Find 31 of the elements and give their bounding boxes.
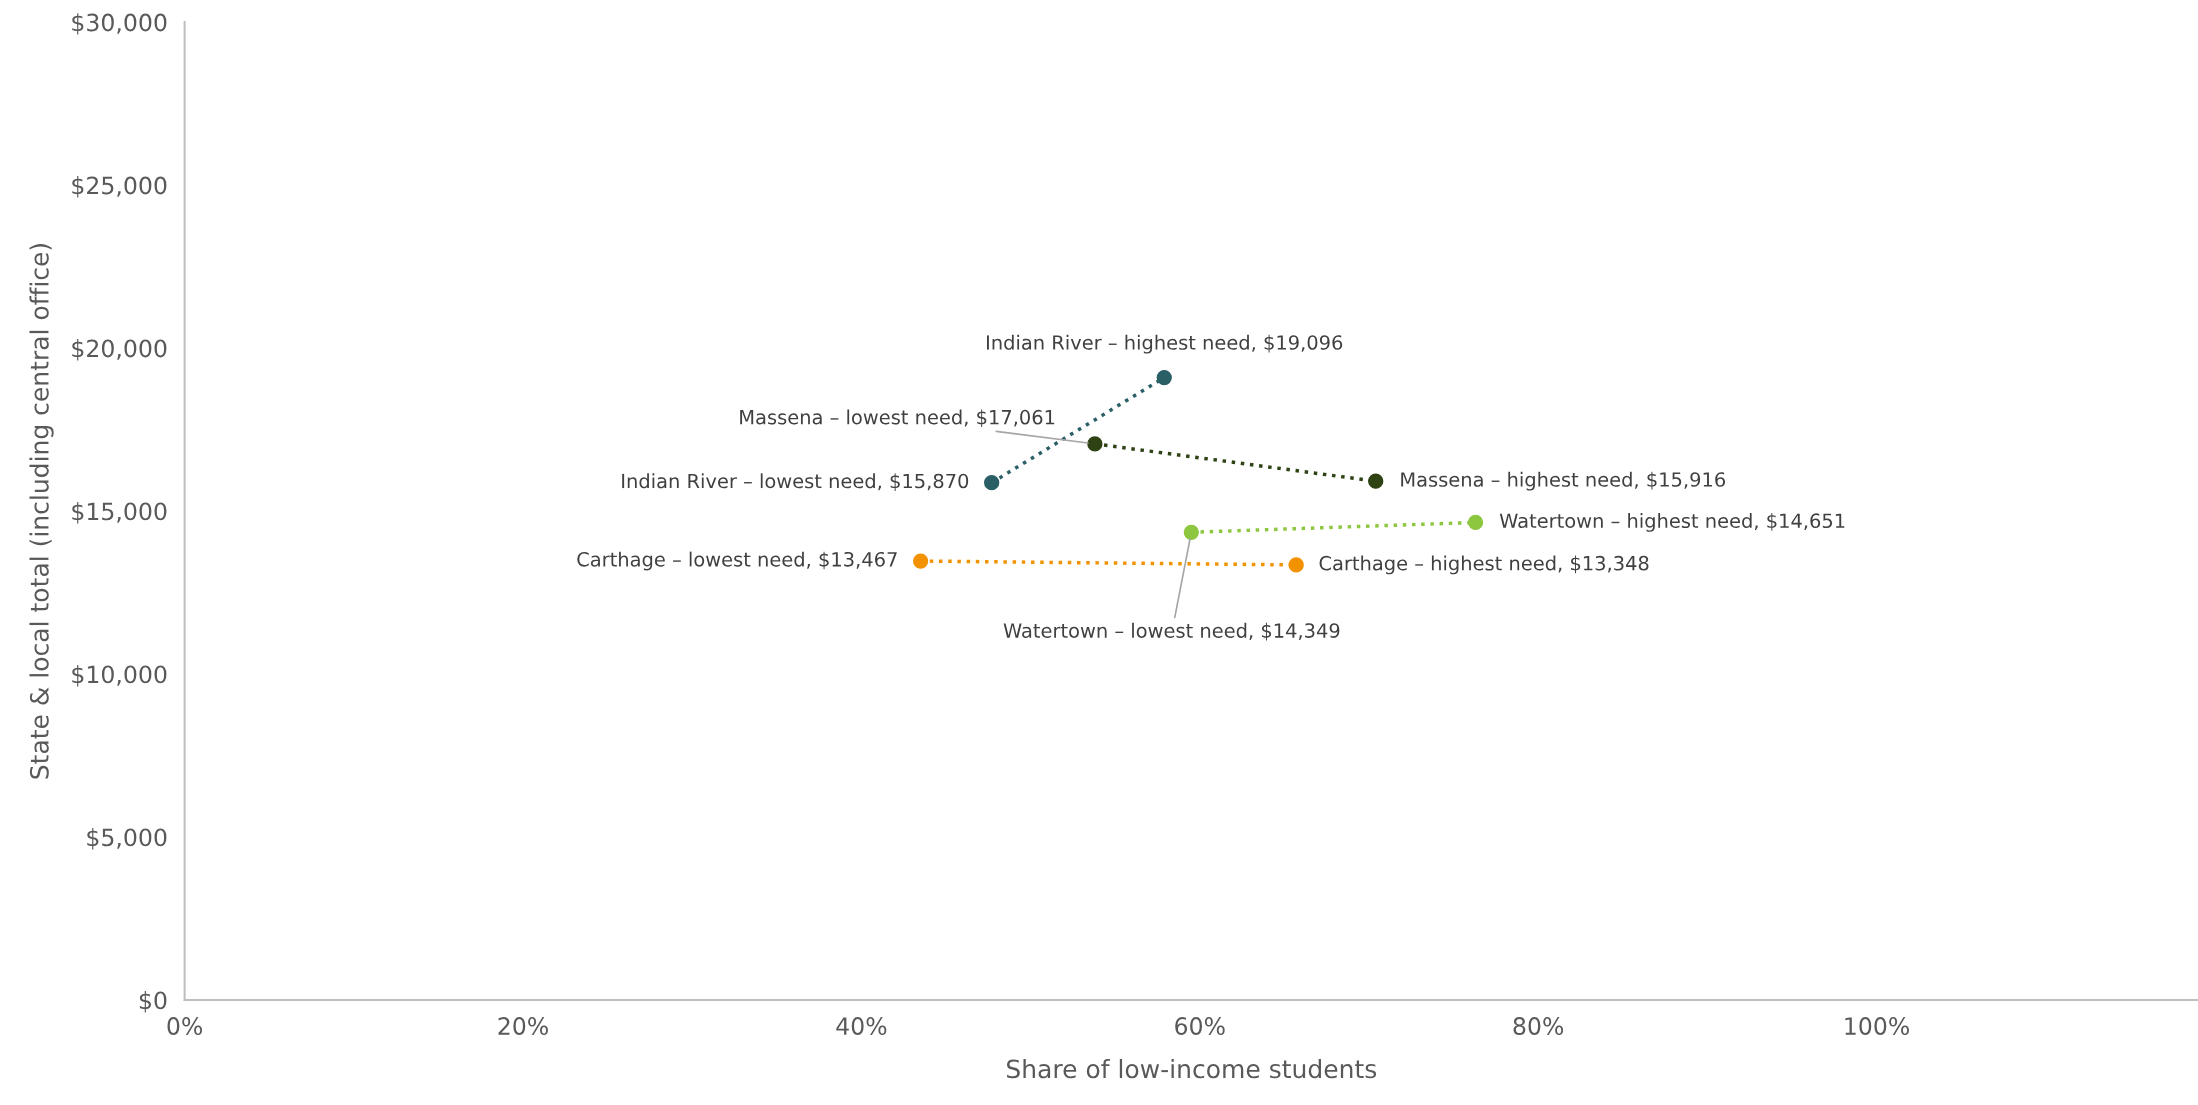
annotation: Carthage – lowest need, $13,467 bbox=[577, 551, 897, 571]
y-tick-label: $5,000 bbox=[87, 828, 167, 850]
annotation: Watertown – highest need, $14,651 bbox=[1499, 513, 1845, 532]
x-tick-label: 80% bbox=[1513, 1017, 1564, 1035]
point bbox=[1087, 436, 1103, 452]
annotation: Indian River – lowest need, $15,870 bbox=[622, 473, 969, 491]
point bbox=[984, 475, 1000, 491]
y-tick-label: $25,000 bbox=[72, 176, 167, 198]
y-tick-label: $30,000 bbox=[72, 13, 167, 35]
annotation: Indian River – highest need, $19,096 bbox=[986, 334, 1343, 354]
x-tick-label: 40% bbox=[836, 1017, 887, 1035]
y-tick-label: $10,000 bbox=[72, 665, 167, 687]
annotation: Carthage – highest need, $13,348 bbox=[1319, 555, 1649, 575]
y-tick-label: $20,000 bbox=[72, 339, 167, 361]
x-tick-label: 20% bbox=[498, 1017, 548, 1035]
x-tick-label: 60% bbox=[1175, 1017, 1225, 1035]
y-tick-label: $15,000 bbox=[72, 502, 167, 524]
point bbox=[1156, 369, 1172, 386]
annotation: Watertown – lowest need, $14,349 bbox=[1003, 622, 1340, 641]
point bbox=[912, 553, 929, 569]
point bbox=[1288, 557, 1304, 573]
point bbox=[1368, 473, 1384, 489]
y-tick-label: $0 bbox=[139, 991, 167, 1013]
point bbox=[1183, 524, 1199, 540]
annotation: Massena – lowest need, $17,061 bbox=[740, 409, 1055, 428]
x-tick-label: 100% bbox=[1845, 1017, 1909, 1035]
annotation: Massena – highest need, $15,916 bbox=[1401, 471, 1726, 491]
point bbox=[1467, 514, 1484, 531]
x-axis-title: Share of low-income students bbox=[1007, 1058, 1377, 1079]
y-axis-title: State & local total (including central office) bbox=[29, 244, 54, 779]
x-tick-label: 0% bbox=[167, 1017, 203, 1035]
